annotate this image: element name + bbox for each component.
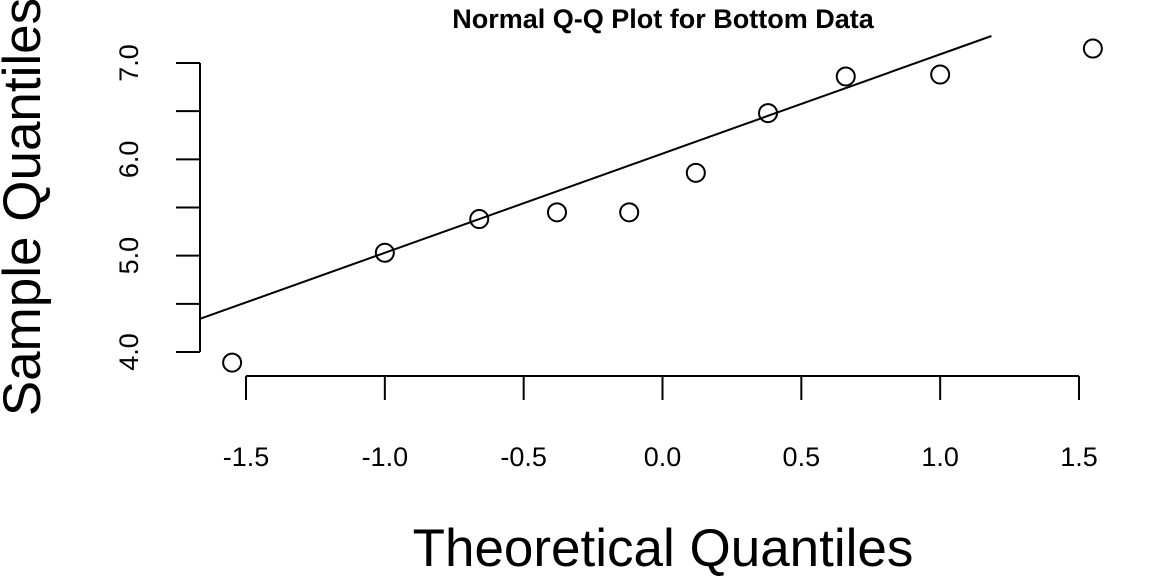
data-point <box>1082 38 1103 59</box>
y-tick-label: 4.0 <box>114 333 144 371</box>
x-tick-label: 1.0 <box>921 442 959 472</box>
data-point <box>222 352 243 373</box>
y-axis: 4.0 5.0 6.0 7.0 <box>114 44 201 371</box>
x-tick-label: 0.5 <box>783 442 821 472</box>
data-point <box>685 162 706 183</box>
chart-title: Normal Q-Q Plot for Bottom Data <box>452 4 874 34</box>
data-point <box>619 202 640 223</box>
y-tick-label: 7.0 <box>114 44 144 82</box>
data-points <box>222 38 1103 373</box>
data-point <box>930 64 951 85</box>
x-tick-label: 0.0 <box>644 442 682 472</box>
data-point <box>835 66 856 87</box>
reference-line <box>199 35 992 320</box>
data-point <box>758 103 779 124</box>
x-tick-label: -0.5 <box>500 442 547 472</box>
data-point <box>546 202 567 223</box>
x-tick-label: -1.0 <box>362 442 409 472</box>
x-axis: -1.5 -1.0 -0.5 0.0 0.5 1.0 1.5 <box>223 375 1098 472</box>
data-point <box>374 242 395 263</box>
x-axis-title: Theoretical Quantiles <box>413 519 914 576</box>
x-tick-label: -1.5 <box>223 442 270 472</box>
x-tick-label: 1.5 <box>1060 442 1098 472</box>
y-axis-title: Sample Quantiles <box>0 0 52 416</box>
y-tick-label: 5.0 <box>114 237 144 275</box>
data-point <box>469 209 490 230</box>
y-tick-label: 6.0 <box>114 141 144 179</box>
